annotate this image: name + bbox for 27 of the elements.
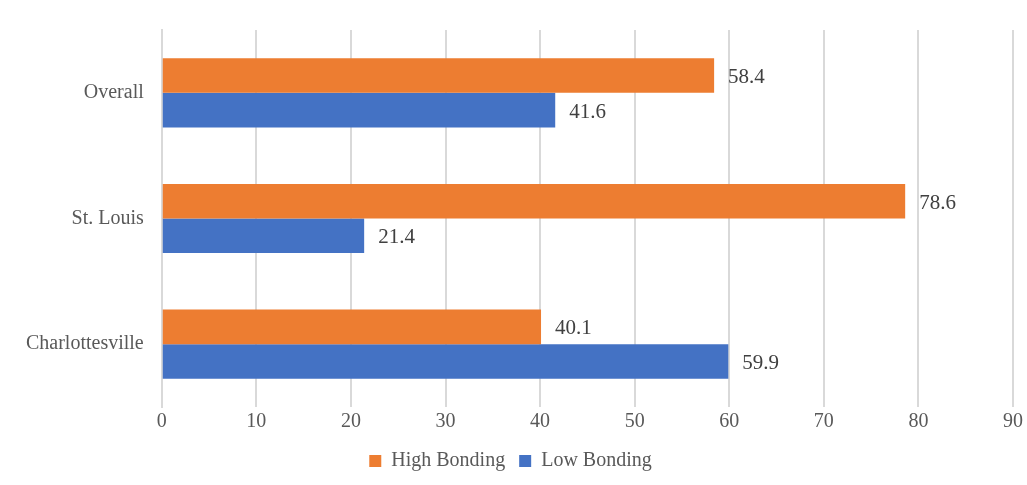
y-tick-label: Overall <box>83 80 145 103</box>
bar <box>162 58 715 93</box>
x-tick-label: 30 <box>435 409 456 432</box>
data-label: 40.1 <box>555 315 592 340</box>
data-label: 21.4 <box>378 224 416 249</box>
y-tick-label: St. Louis <box>71 205 144 228</box>
bar <box>162 183 906 219</box>
y-tick-label: Charlottesville <box>25 331 144 354</box>
legend-label: High Bonding <box>391 448 506 472</box>
x-tick-label: 50 <box>624 409 645 432</box>
x-tick-label: 10 <box>246 409 267 432</box>
bar <box>162 344 729 379</box>
x-tick-label: 0 <box>156 409 167 432</box>
data-label: 78.6 <box>919 189 956 214</box>
data-label: 41.6 <box>569 98 606 123</box>
x-tick-label: 60 <box>719 409 740 432</box>
bar <box>162 309 542 345</box>
data-label: 58.4 <box>728 64 766 89</box>
x-tick-label: 20 <box>340 409 361 432</box>
x-tick-label: 90 <box>1003 409 1023 432</box>
data-label: 59.9 <box>742 349 780 374</box>
x-tick-label: 40 <box>530 409 551 432</box>
bar <box>162 92 556 128</box>
x-tick-label: 80 <box>908 409 929 432</box>
legend-label: Low Bonding <box>541 448 652 472</box>
x-tick-label: 70 <box>813 409 834 432</box>
bar <box>162 218 365 254</box>
